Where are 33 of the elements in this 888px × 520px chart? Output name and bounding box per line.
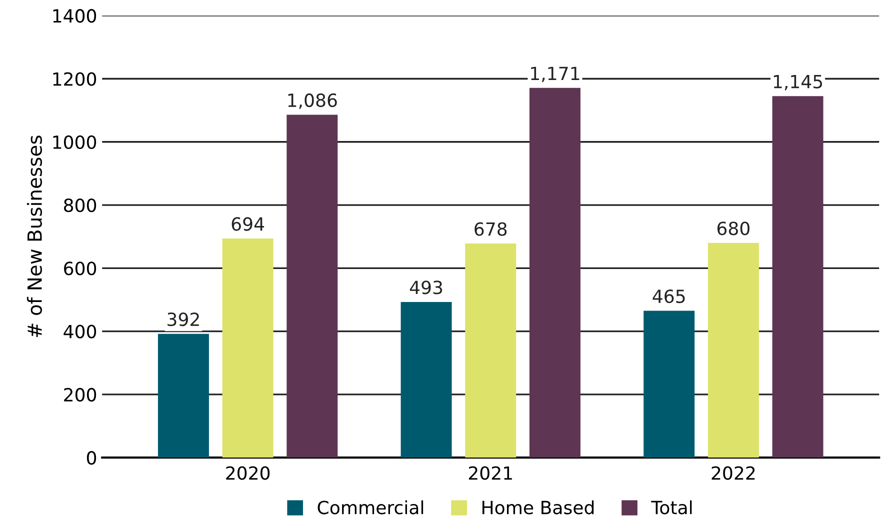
y-tick-label: 1400 [53,9,96,23]
y-tick-label: 800 [64,198,96,212]
y-axis-title: # of New Businesses [26,136,42,338]
data-label: 1,086 [288,93,337,109]
bar [286,114,338,458]
bar [400,302,452,458]
legend-label: Home Based [482,500,594,514]
legend-label: Total [651,500,692,514]
data-label: 680 [717,222,750,236]
data-label: 1,145 [774,75,822,90]
bar [772,96,824,458]
x-tick-label: 2021 [468,466,512,480]
bar [465,244,516,458]
data-label: 694 [232,217,264,231]
data-label: 493 [410,280,442,294]
y-tick-label: 1000 [53,135,96,149]
y-tick-label: 0 [86,451,96,465]
bar [708,242,759,458]
y-tick-label: 200 [64,388,96,402]
y-tick-label: 400 [64,324,96,338]
data-label: 465 [652,289,685,304]
data-label: 392 [168,312,199,326]
data-label: 1,171 [531,66,580,82]
bar [529,88,580,458]
legend-label: Commercial [318,500,424,514]
bar [158,334,209,458]
bar [644,310,695,458]
x-tick-label: 2020 [226,466,270,480]
bar [222,238,274,458]
y-tick-label: 600 [64,262,96,276]
y-tick-label: 1200 [53,72,96,86]
x-tick-label: 2022 [712,466,755,480]
data-label: 678 [474,222,507,236]
